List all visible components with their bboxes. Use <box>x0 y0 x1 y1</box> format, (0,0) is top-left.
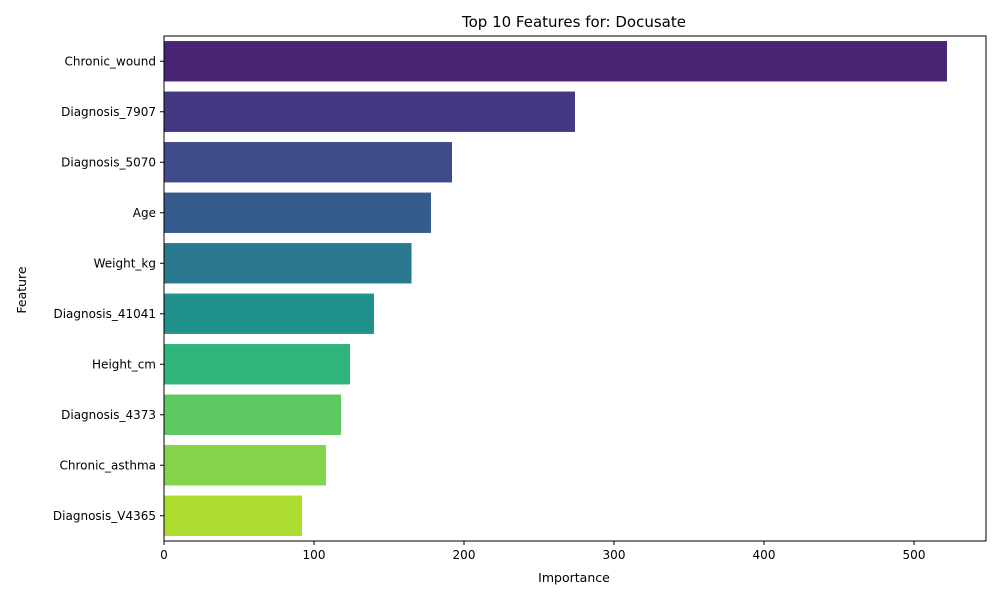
bar-age <box>164 192 431 233</box>
y-tick-label: Weight_kg <box>94 256 156 270</box>
y-tick-label: Diagnosis_41041 <box>53 307 156 321</box>
y-tick-label: Chronic_wound <box>64 54 156 68</box>
plot-frame <box>163 35 987 542</box>
x-tick-label: 100 <box>303 548 326 562</box>
x-axis-label: Importance <box>538 570 610 585</box>
bar-height-cm <box>164 344 350 385</box>
bar-diagnosis-5070 <box>164 142 452 183</box>
y-tick-label: Height_cm <box>92 357 156 371</box>
y-axis-label: Feature <box>14 266 29 314</box>
x-tick-label: 500 <box>903 548 926 562</box>
bar-diagnosis-41041 <box>164 293 374 334</box>
x-tick-label: 400 <box>753 548 776 562</box>
bar-chronic-wound <box>164 41 947 82</box>
y-axis-ticks: Chronic_wound Diagnosis_7907 Diagnosis_507… <box>53 54 164 523</box>
bar-chronic-asthma <box>164 445 326 486</box>
x-tick-label: 300 <box>603 548 626 562</box>
x-tick-label: 200 <box>453 548 476 562</box>
y-tick-label: Diagnosis_4373 <box>61 408 156 422</box>
x-axis-ticks: 0 100 200 300 400 500 <box>160 541 925 562</box>
bar-diagnosis-7907 <box>164 91 575 132</box>
y-tick-label: Age <box>133 206 156 220</box>
bars-group <box>164 41 947 536</box>
chart-title: Top 10 Features for: Docusate <box>461 13 686 31</box>
bar-weight-kg <box>164 243 412 284</box>
bar-diagnosis-4373 <box>164 394 341 435</box>
x-tick-label: 0 <box>160 548 168 562</box>
y-tick-label: Diagnosis_7907 <box>61 105 156 119</box>
y-tick-label: Diagnosis_5070 <box>61 155 156 169</box>
y-tick-label: Chronic_asthma <box>60 458 157 472</box>
y-tick-label: Diagnosis_V4365 <box>53 509 156 523</box>
bar-diagnosis-v4365 <box>164 495 302 536</box>
